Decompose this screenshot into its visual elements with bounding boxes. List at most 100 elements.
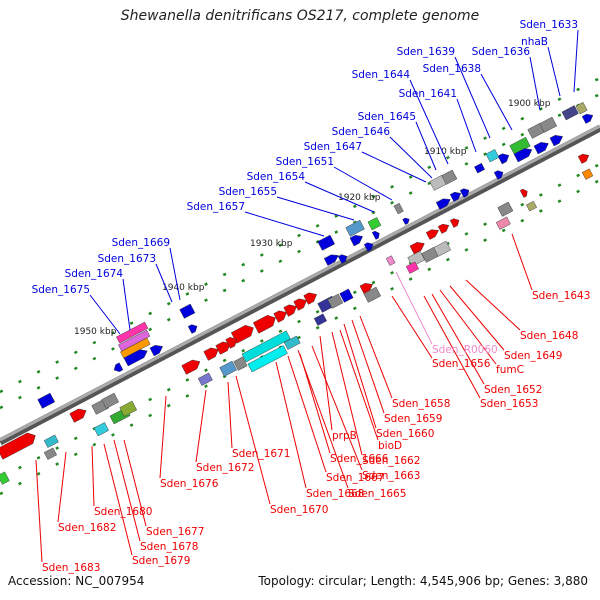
red-gene-label-27: Sden_1683 xyxy=(35,459,100,574)
blue-gene-label-16-text: Sden_1674 xyxy=(65,268,124,280)
lower-gene-22-arrow xyxy=(252,315,276,334)
lower-gene-10-box xyxy=(407,250,425,267)
lower-gene-0-arrow xyxy=(519,188,528,198)
red-gene-label-9: Sden_1660 xyxy=(343,323,434,440)
upper-gene-24-arrow xyxy=(363,242,374,252)
upper-gene-2-arrow xyxy=(581,113,594,124)
blue-gene-label-7-leader xyxy=(415,121,437,171)
red-gene-label-20: Sden_1672 xyxy=(195,389,254,474)
upper-gene-29 xyxy=(187,324,198,334)
red-gene-label-17-text: Sden_1668 xyxy=(306,488,364,500)
red-gene-label-23: Sden_1678 xyxy=(113,439,198,553)
upper-gene-0-box xyxy=(561,105,579,121)
lower-gene-10 xyxy=(407,250,425,267)
red-gene-label-18: Sden_1670 xyxy=(235,375,328,516)
red-gene-label-27-leader xyxy=(35,459,43,563)
red-gene-label-4-leader xyxy=(431,293,485,385)
red-gene-label-6-leader xyxy=(391,295,433,359)
lower-gene-26-arrow xyxy=(303,292,317,305)
red-gene-label-9-leader xyxy=(343,323,377,429)
red-gene-label-3-leader xyxy=(439,289,497,365)
upper-gene-35 xyxy=(113,362,124,372)
track-guides xyxy=(0,76,600,496)
blue-gene-label-7: Sden_1645 xyxy=(358,111,437,171)
lower-gene-25 xyxy=(293,298,307,311)
upper-gene-10 xyxy=(485,149,500,163)
red-gene-label-18-leader xyxy=(235,375,271,505)
lower-gene-44-box xyxy=(43,434,59,448)
lower-gene-7 xyxy=(437,223,450,234)
upper-gene-2 xyxy=(581,113,594,124)
upper-gene-6 xyxy=(513,148,533,163)
lower-gene-2 xyxy=(497,201,514,217)
red-gene-label-11-leader xyxy=(319,335,333,431)
kbp-label: 1940 kbp xyxy=(162,283,205,293)
accession-text: Accession: NC_007954 xyxy=(8,574,145,588)
upper-gene-21-arrow xyxy=(371,230,380,240)
upper-gene-9 xyxy=(497,153,510,165)
red-gene-label-27-text: Sden_1683 xyxy=(42,562,100,574)
lower-gene-35-box xyxy=(233,356,248,371)
lower-gene-31-arrow xyxy=(203,347,219,361)
lower-gene-31 xyxy=(203,347,219,361)
red-gene-label-13: Sden_1663 xyxy=(311,345,420,482)
upper-gene-19-arrow xyxy=(402,217,410,225)
upper-gene-17 xyxy=(459,188,470,198)
red-gene-label-20-text: Sden_1672 xyxy=(196,462,254,474)
lower-gene-22 xyxy=(252,315,276,334)
upper-gene-21 xyxy=(371,230,380,240)
lower-gene-30-arrow xyxy=(181,359,201,375)
red-gene-label-9-text: Sden_1660 xyxy=(376,428,434,440)
lower-gene-23-arrow xyxy=(273,310,287,323)
gene-callouts: 1900 kbp 1910 kbp 1920 kbp 1930 kbp 1940 kbp… xyxy=(32,19,591,574)
upper-gene-8-arrow xyxy=(549,135,563,147)
red-gene-label-22-text: Sden_1677 xyxy=(146,526,204,538)
lower-gene-28 xyxy=(247,345,288,373)
page-title: Shewanella denitrificans OS217, complete… xyxy=(120,8,480,24)
red-gene-label-21-text: Sden_1676 xyxy=(160,478,219,490)
upper-gene-34-arrow xyxy=(149,345,163,357)
red-gene-label-7: Sden_1658 xyxy=(359,315,450,410)
upper-gene-4-box xyxy=(539,116,557,133)
red-gene-label-21: Sden_1676 xyxy=(159,395,219,490)
red-gene-label-12: bioD xyxy=(339,329,402,452)
upper-gene-8 xyxy=(549,135,563,147)
lower-gene-33 xyxy=(225,337,238,349)
lower-gene-37-arrow xyxy=(69,408,87,423)
upper-gene-33 xyxy=(123,349,148,367)
blue-gene-label-15-text: Sden_1673 xyxy=(98,253,156,265)
red-gene-label-14-text: Sden_1665 xyxy=(348,488,406,500)
upper-gene-24 xyxy=(363,242,374,252)
lower-gene-16-box xyxy=(327,293,344,309)
red-gene-label-11: prpB xyxy=(319,335,357,442)
red-gene-label-8-leader xyxy=(351,319,385,414)
lower-gene-17 xyxy=(339,288,354,303)
red-gene-label-7-text: Sden_1658 xyxy=(392,398,450,410)
lower-gene-8 xyxy=(449,218,460,228)
upper-gene-34 xyxy=(149,345,163,357)
red-gene-label-24-leader xyxy=(103,443,133,556)
upper-gene-16 xyxy=(449,191,462,202)
red-gene-label-0: Sden_1643 xyxy=(511,233,590,302)
blue-gene-label-16: Sden_1674 xyxy=(65,268,131,331)
blue-gene-label-13-text: Sden_1657 xyxy=(187,201,245,213)
red-gene-label-19-text: Sden_1671 xyxy=(232,448,290,460)
red-gene-label-0-text: Sden_1643 xyxy=(532,290,590,302)
red-gene-label-10-text: Sden_1662 xyxy=(362,455,420,467)
red-gene-label-8: Sden_1659 xyxy=(351,319,442,425)
blue-gene-label-4-text: Sden_1639 xyxy=(397,46,455,58)
lower-gene-32-arrow xyxy=(215,341,231,355)
upper-gene-33-arrow xyxy=(123,349,148,367)
upper-gene-0 xyxy=(561,105,579,121)
blue-gene-label-9-leader xyxy=(361,151,427,183)
upper-gene-12 xyxy=(474,162,485,174)
blue-gene-label-15: Sden_1673 xyxy=(98,253,173,303)
red-gene-label-16-text: Sden_1667 xyxy=(326,472,384,484)
blue-gene-label-11: Sden_1654 xyxy=(247,171,375,213)
lower-gene-34-box xyxy=(219,360,237,377)
lower-gene-20 xyxy=(363,286,381,303)
kbp-label: 1930 kbp xyxy=(250,239,293,249)
lower-gene-24 xyxy=(283,304,297,317)
blue-gene-label-3: Sden_1638 xyxy=(423,63,513,131)
